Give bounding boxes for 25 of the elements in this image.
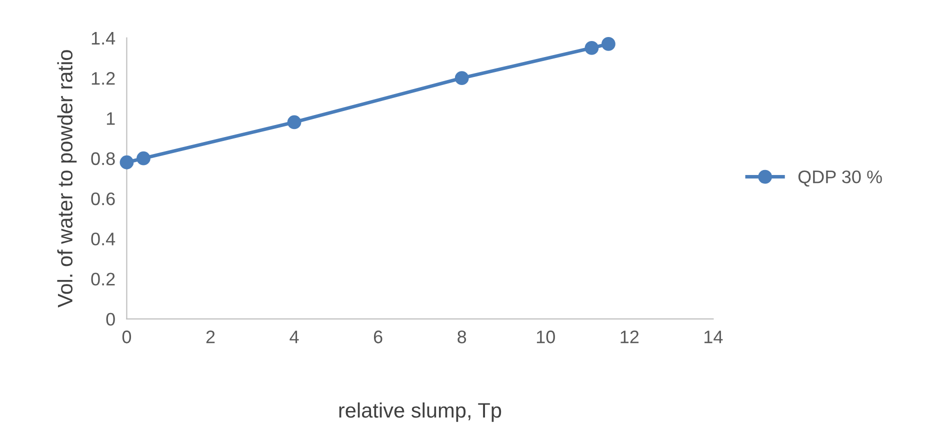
x-tick-label: 10 [536, 330, 555, 344]
y-tick-label: 0.6 [91, 192, 115, 206]
point [602, 37, 616, 51]
x-tick-label: 2 [206, 330, 215, 344]
x-tick-label: 0 [122, 330, 132, 344]
point [136, 151, 150, 166]
x-tick-label: 14 [704, 330, 723, 344]
legend-label: QDP 30 % [798, 170, 882, 187]
x-tick-label: 6 [374, 330, 382, 344]
y-tick-label: 1 [106, 112, 115, 125]
point [120, 155, 134, 170]
point [287, 115, 302, 130]
y-tick-label: 0.8 [91, 152, 115, 166]
x-tick-label: 8 [458, 330, 466, 344]
x-tick-label: 4 [290, 330, 299, 344]
y-tick-label: 0.2 [91, 272, 115, 286]
y-tick-label: 1.4 [92, 32, 116, 44]
x-axis-title: relative slump, Tp [339, 402, 502, 422]
y-axis-title: Vol. of water to powder ratio [57, 50, 77, 308]
y-tick-label: 1.2 [92, 72, 115, 85]
point [584, 41, 599, 55]
y-tick-label: 0.4 [91, 232, 116, 246]
point [454, 71, 469, 86]
x-tick-label: 12 [620, 330, 639, 344]
y-tick-label: 0 [106, 312, 115, 326]
